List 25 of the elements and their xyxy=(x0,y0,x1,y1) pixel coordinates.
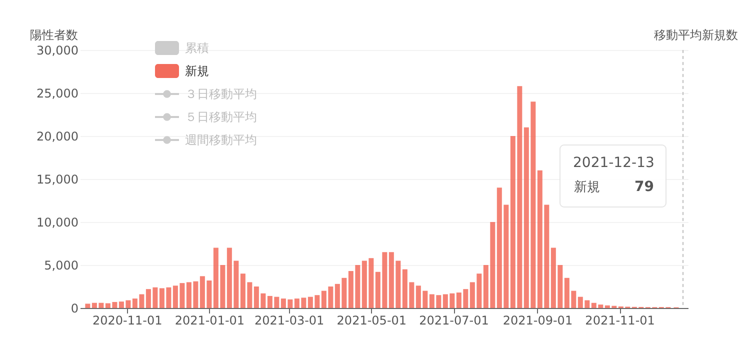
x-tick-label: 2021-11-01 xyxy=(585,314,655,328)
x-tick-label: 2021-01-01 xyxy=(174,314,245,328)
y-tick-label: 5,000 xyxy=(44,258,78,272)
x-tick-label: 2021-07-01 xyxy=(419,314,489,328)
y2-axis-title: 移動平均新規数 xyxy=(654,28,738,42)
y-axis-title: 陽性者数 xyxy=(30,28,78,42)
legend-label: 累積 xyxy=(185,41,209,55)
y-tick-label: 0 xyxy=(70,302,78,316)
y-tick-label: 20,000 xyxy=(36,130,78,144)
x-tick-label: 2020-11-01 xyxy=(92,314,162,328)
y-tick-label: 15,000 xyxy=(36,172,78,186)
bar xyxy=(85,304,90,308)
legend-label: 新規 xyxy=(185,64,209,78)
x-tick-label: 2021-03-01 xyxy=(254,314,324,328)
annotation: 2021-12-13 xyxy=(573,155,654,171)
annotation: 79 xyxy=(634,179,654,195)
legend-label: 週間移動平均 xyxy=(185,133,257,147)
legend-label: ５日移動平均 xyxy=(185,110,257,124)
text: 新規 xyxy=(574,180,600,195)
x-tick-label: 2021-09-01 xyxy=(502,314,573,328)
y-tick-label: 10,000 xyxy=(36,216,78,230)
x-tick-label: 2021-05-01 xyxy=(336,314,407,328)
y-tick-label: 30,000 xyxy=(36,44,78,58)
y-tick-label: 25,000 xyxy=(36,86,78,100)
legend-label: ３日移動平均 xyxy=(185,87,257,101)
